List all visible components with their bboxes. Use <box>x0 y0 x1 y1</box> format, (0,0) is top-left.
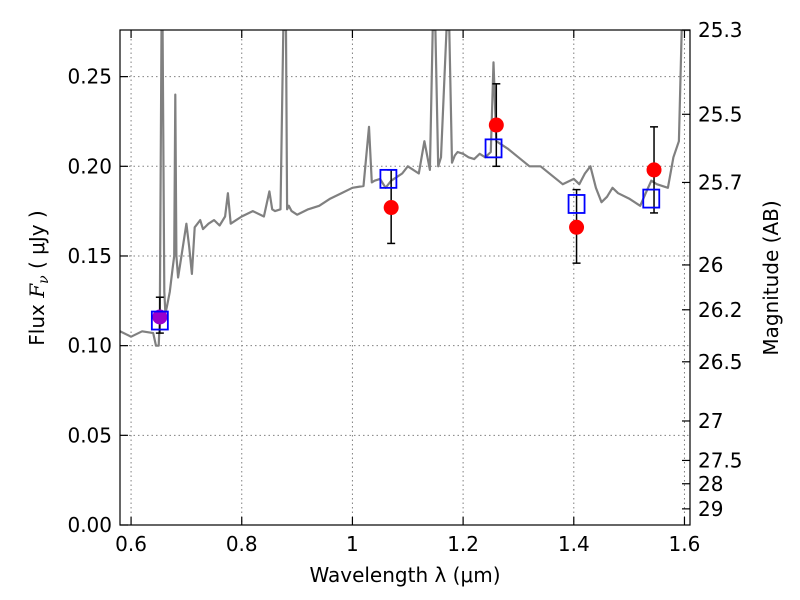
data-point-circle <box>569 219 585 235</box>
y-axis-label-left-var: F <box>25 283 49 299</box>
y-axis-label-left-pre: Flux <box>25 298 49 346</box>
x-axis-label: Wavelength λ (μm) <box>309 563 500 587</box>
grid <box>120 30 690 526</box>
right-tick-label: 27 <box>698 409 723 433</box>
right-tick-label: 26.5 <box>698 350 743 374</box>
y-axis-label-left-sub: ν <box>36 275 52 284</box>
right-tick-label: 25.5 <box>698 102 743 126</box>
y-tick-label: 0.25 <box>67 65 112 89</box>
y-tick-label: 0.15 <box>67 244 112 268</box>
right-tick-label: 25.7 <box>698 170 743 194</box>
x-tick-label: 1 <box>346 532 359 556</box>
plot-frame <box>119 29 691 526</box>
y-axis-label-right: Magnitude (AB) <box>759 200 783 355</box>
y-tick-labels: 0.00 0.05 0.10 0.15 0.20 0.25 <box>67 65 112 537</box>
right-tick-label: 27.5 <box>698 448 743 472</box>
spectrum-line <box>120 30 690 347</box>
x-tick-label: 1.6 <box>669 532 701 556</box>
data-point-circle <box>383 200 399 216</box>
x-tick-label: 1.4 <box>558 532 590 556</box>
y-tick-label: 0.10 <box>67 334 112 358</box>
y-tick-label: 0.00 <box>67 513 112 537</box>
y-axis-label-left-post: ( μJy ) <box>25 210 49 275</box>
y-tick-label: 0.05 <box>67 423 112 447</box>
error-bars <box>155 83 659 334</box>
x-tick-labels: 0.6 0.8 1 1.2 1.4 1.6 <box>115 532 700 556</box>
right-tick-label: 28 <box>698 472 723 496</box>
x-tick-label: 1.2 <box>447 532 479 556</box>
data-point-square <box>567 194 586 214</box>
data-point-circle <box>152 309 168 325</box>
x-tick-label: 0.6 <box>115 532 147 556</box>
right-tick-label: 26 <box>698 253 723 277</box>
spectrum-line-group <box>120 30 690 347</box>
right-tick-label: 25.3 <box>698 18 743 42</box>
data-point-square <box>484 138 503 159</box>
right-tick-label: 29 <box>698 497 723 521</box>
right-tick-label: 26.2 <box>698 298 743 322</box>
axis-ticks <box>120 29 690 526</box>
y-tick-label: 0.20 <box>67 154 112 178</box>
x-tick-label: 0.8 <box>226 532 258 556</box>
data-point-square <box>379 168 398 189</box>
data-point-circle <box>488 117 504 133</box>
data-point-square <box>150 310 169 331</box>
data-point-circle <box>646 162 662 178</box>
data-markers <box>150 117 662 331</box>
data-point-square <box>642 188 661 209</box>
y-axis-label-left: Flux Fν ( μJy ) <box>25 210 52 345</box>
